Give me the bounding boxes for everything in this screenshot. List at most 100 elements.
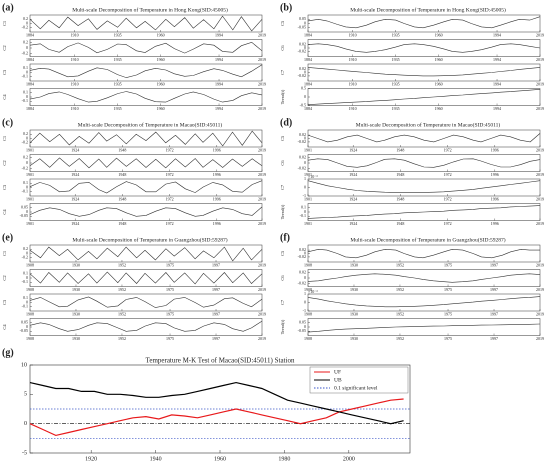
x-tick-label: 1884 (304, 106, 312, 111)
y-tick-label: -0.02 (298, 139, 306, 144)
x-tick-label: 1997 (490, 287, 498, 292)
y-axis-label: C1 (2, 251, 7, 256)
x-tick-label: 1975 (444, 287, 452, 292)
x-tick-label: 2019 (536, 57, 544, 62)
x-tick-label: 1972 (166, 147, 174, 152)
x-tick-label: 2019 (536, 221, 544, 226)
x-tick-label: 1996 (213, 196, 221, 201)
x-tick-label: 1924 (71, 172, 79, 177)
y-tick-label: 0 (26, 69, 28, 74)
x-tick-label: 1994 (493, 81, 501, 86)
y-axis-label: C6 (280, 160, 285, 166)
signal-line (307, 133, 541, 143)
y-axis-label: C4 (2, 209, 7, 215)
x-tick-label: 1924 (71, 196, 79, 201)
x-tick-label: 1908 (304, 311, 312, 316)
panel-title: Multi-scale Decomposition of Temperature… (356, 121, 501, 128)
x-tick-label: 1910 (71, 57, 79, 62)
signal-line (307, 273, 541, 283)
signal-line (29, 41, 263, 54)
signal-line (29, 180, 263, 194)
x-tick-label: 1948 (118, 147, 126, 152)
signal-line (307, 180, 541, 193)
x-tick-label: 1948 (396, 172, 404, 177)
subplot-frame (307, 178, 541, 197)
x-tick-label: 2019 (258, 172, 266, 177)
subplot-frame (29, 39, 263, 57)
x-tick-label: 1960 (157, 106, 165, 111)
signal-line (307, 205, 541, 219)
x-tick-label: 1952 (396, 311, 404, 316)
signal-line (307, 43, 541, 53)
y-tick-label: 0.2 (23, 246, 28, 251)
x-tick-label: 1910 (71, 81, 79, 86)
y-tick-label: 0 (26, 299, 28, 304)
x-tick-label: 2019 (258, 196, 266, 201)
x-tick-label: 1935 (114, 106, 122, 111)
x-tick-label: 1952 (396, 336, 404, 341)
y-axis-label: C7 (280, 299, 285, 305)
series-line (29, 398, 404, 437)
x-tick-label: 1972 (166, 221, 174, 226)
panel-label: (c) (2, 117, 13, 128)
series-line (29, 381, 404, 425)
x-tick-label: 1960 (157, 81, 165, 86)
y-tick-label: 0 (304, 45, 306, 50)
x-tick-label: 2019 (536, 81, 544, 86)
exponent-label: ×10⁻³ (308, 174, 318, 179)
x-tick-label: 2019 (536, 106, 544, 111)
x-tick-label: 1908 (26, 311, 34, 316)
x-tick-label: 1960 (214, 456, 226, 462)
y-tick-label: 0 (26, 275, 28, 280)
x-tick-label: 2019 (258, 147, 266, 152)
x-tick-label: 1901 (304, 196, 312, 201)
x-tick-label: 1910 (349, 32, 357, 37)
x-tick-label: 1930 (72, 262, 80, 267)
x-tick-label: 1960 (435, 81, 443, 86)
x-tick-label: 1996 (491, 196, 499, 201)
y-tick-label: 0 (26, 94, 28, 99)
signal-line (307, 16, 541, 29)
x-tick-label: 2019 (258, 262, 266, 267)
y-tick-label: 0 (26, 184, 28, 189)
x-tick-label: 2019 (536, 32, 544, 37)
x-tick-label: 1975 (444, 311, 452, 316)
signal-line (307, 248, 540, 259)
x-tick-label: 1975 (444, 262, 452, 267)
x-tick-label: 1908 (304, 336, 312, 341)
y-tick-label: 0.05 (21, 205, 28, 210)
x-tick-label: 1930 (72, 336, 80, 341)
y-tick-label: 0.02 (299, 247, 306, 252)
x-tick-label: 1910 (349, 57, 357, 62)
subplot-frame (307, 244, 541, 263)
y-tick-label: -0.1 (22, 98, 28, 103)
x-tick-label: 1908 (304, 262, 312, 267)
subplot-frame (29, 14, 263, 33)
x-tick-label: 1884 (304, 32, 312, 37)
signal-line (29, 64, 263, 78)
x-tick-label: 1996 (213, 147, 221, 152)
x-tick-label: 1920 (85, 456, 97, 462)
y-tick-label: -0.02 (298, 166, 306, 171)
x-tick-label: 1930 (72, 311, 80, 316)
panel-label: (e) (2, 232, 13, 243)
x-tick-label: 1930 (350, 287, 358, 292)
y-axis-label: C7 (280, 184, 285, 190)
x-tick-label: 2019 (536, 196, 544, 201)
signal-line (29, 320, 263, 332)
y-axis-label: C5 (280, 135, 285, 141)
x-tick-label: 1975 (444, 336, 452, 341)
y-tick-label: 0 (26, 45, 28, 50)
x-tick-label: 1960 (435, 106, 443, 111)
subplot-frame (29, 88, 263, 106)
x-tick-label: 1930 (350, 336, 358, 341)
y-tick-label: 0 (304, 94, 306, 99)
x-tick-label: 1996 (213, 221, 221, 226)
panel-label: (g) (2, 347, 14, 358)
subplot-frame (29, 318, 263, 336)
subplot-frame (307, 269, 541, 287)
y-axis-label: C4 (2, 94, 7, 100)
x-tick-label: 1948 (118, 172, 126, 177)
x-tick-label: 1924 (349, 147, 357, 152)
y-tick-label: 0.05 (21, 320, 28, 325)
